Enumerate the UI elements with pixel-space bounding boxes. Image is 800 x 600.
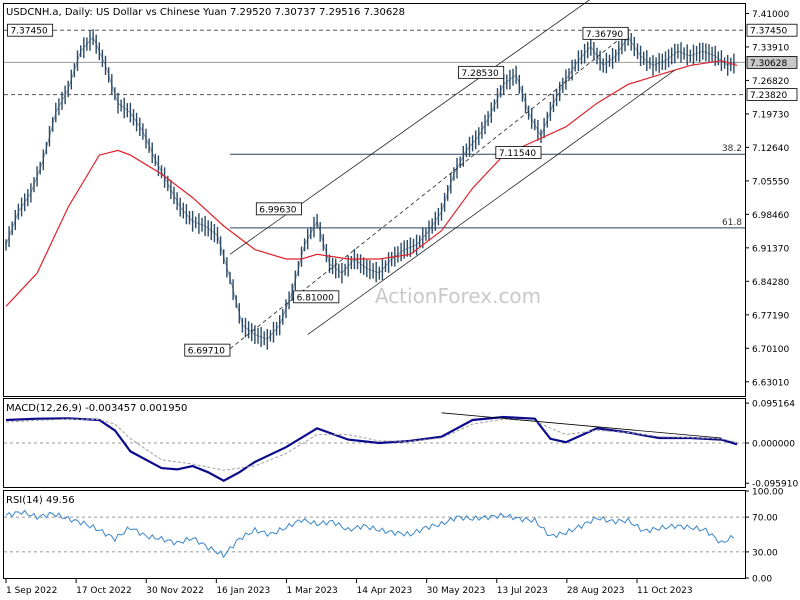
price-annotation-box xyxy=(255,202,302,216)
price-annotation-box xyxy=(495,146,542,159)
price-annotation-label: 7.37450 xyxy=(10,27,47,37)
channel-lower-line xyxy=(307,69,676,335)
price-annotation-box xyxy=(458,65,505,79)
macd-layer xyxy=(4,412,745,482)
price-y-tick-label: 6.91370 xyxy=(752,244,789,254)
rsi-y-tick-label: 30.00 xyxy=(752,548,778,558)
macd-signal-line xyxy=(5,418,738,471)
moving-average-line xyxy=(5,60,738,307)
rsi-line xyxy=(5,509,735,559)
price-bars xyxy=(5,28,735,350)
fib-level-label: 38.2 xyxy=(722,144,742,154)
price-level-tag xyxy=(746,88,798,101)
price-level-tag xyxy=(746,23,798,37)
x-tick-label: 13 Jul 2023 xyxy=(497,586,548,596)
rsi-title: RSI(14) 49.56 xyxy=(6,495,75,506)
price-y-tick-label: 6.98460 xyxy=(752,211,789,221)
x-tick-label: 30 May 2023 xyxy=(427,586,486,596)
price-level-tag-label: 7.37450 xyxy=(750,27,787,37)
price-y-tick-label: 7.12640 xyxy=(752,144,789,154)
price-annotation-box xyxy=(184,343,231,357)
price-level-tag-label: 7.23820 xyxy=(750,91,787,101)
macd-y-tick-label: 0.000000 xyxy=(752,440,795,450)
x-tick-label: 11 Oct 2023 xyxy=(637,586,693,596)
price-y-tick-label: 7.26820 xyxy=(752,77,789,87)
macd-title: MACD(12,26,9) -0.003457 0.001950 xyxy=(6,403,187,414)
x-tick-label: 30 Nov 2022 xyxy=(146,586,204,596)
price-annotation-label: 6.69710 xyxy=(188,347,225,357)
macd-y-tick-label: 0.095164 xyxy=(752,400,795,410)
rsi-panel-frame xyxy=(3,490,746,579)
price-annotation-box xyxy=(582,26,629,40)
price-annotation-box xyxy=(293,290,340,304)
x-tick-label: 1 Mar 2023 xyxy=(286,586,337,596)
price-annotation-label: 6.99630 xyxy=(259,205,296,215)
price-y-tick-label: 6.84280 xyxy=(752,278,789,288)
watermark: ActionForex.com xyxy=(375,284,541,308)
price-level-tag-label: 7.30628 xyxy=(750,59,787,69)
x-tick-label: 17 Oct 2022 xyxy=(76,586,132,596)
axis-layer: 7.37450 7.30628 7.23820 7.41000 7.33910 7.268… xyxy=(5,10,798,596)
x-tick-label: 1 Sep 2022 xyxy=(6,586,57,596)
price-y-tick-label: 7.19730 xyxy=(752,110,789,120)
price-layer: 38.2 61.8 7.37450 6.69710 6.99630 6.81000 7.28… xyxy=(4,0,745,357)
price-y-tick-label: 6.70100 xyxy=(752,345,789,355)
channel-upper-line xyxy=(229,0,591,255)
macd-line xyxy=(5,415,738,482)
price-annotation-label: 7.36790 xyxy=(586,30,623,40)
rsi-layer xyxy=(4,509,745,559)
macd-divergence-line xyxy=(441,412,722,439)
fib-level-label: 61.8 xyxy=(722,218,742,228)
price-annotation-box xyxy=(7,23,54,37)
x-tick-label: 28 Aug 2023 xyxy=(567,586,625,596)
price-annotation-label: 7.11540 xyxy=(499,149,536,159)
rsi-y-tick-label: 0.00 xyxy=(752,575,772,585)
macd-y-tick-label: -0.095910 xyxy=(752,480,798,490)
rsi-y-tick-label: 100.00 xyxy=(752,488,784,498)
price-y-tick-label: 6.77190 xyxy=(752,311,789,321)
main-chart-title: USDCNH.a, Daily: US Dollar vs Chinese Yu… xyxy=(6,7,405,18)
price-annotation-label: 7.28530 xyxy=(462,69,499,79)
price-level-tag xyxy=(746,56,798,69)
price-y-tick-label: 7.33910 xyxy=(752,43,789,53)
price-y-tick-label: 7.41000 xyxy=(752,10,789,20)
price-y-tick-label: 7.05550 xyxy=(752,177,789,187)
x-tick-label: 16 Jan 2023 xyxy=(216,586,270,596)
price-panel-frame xyxy=(3,3,746,397)
price-line xyxy=(5,36,738,340)
x-tick-label: 14 Apr 2023 xyxy=(357,586,413,596)
rsi-y-tick-label: 70.00 xyxy=(752,514,778,524)
price-annotation-label: 6.81000 xyxy=(297,293,334,303)
price-y-tick-label: 6.63010 xyxy=(752,378,789,388)
